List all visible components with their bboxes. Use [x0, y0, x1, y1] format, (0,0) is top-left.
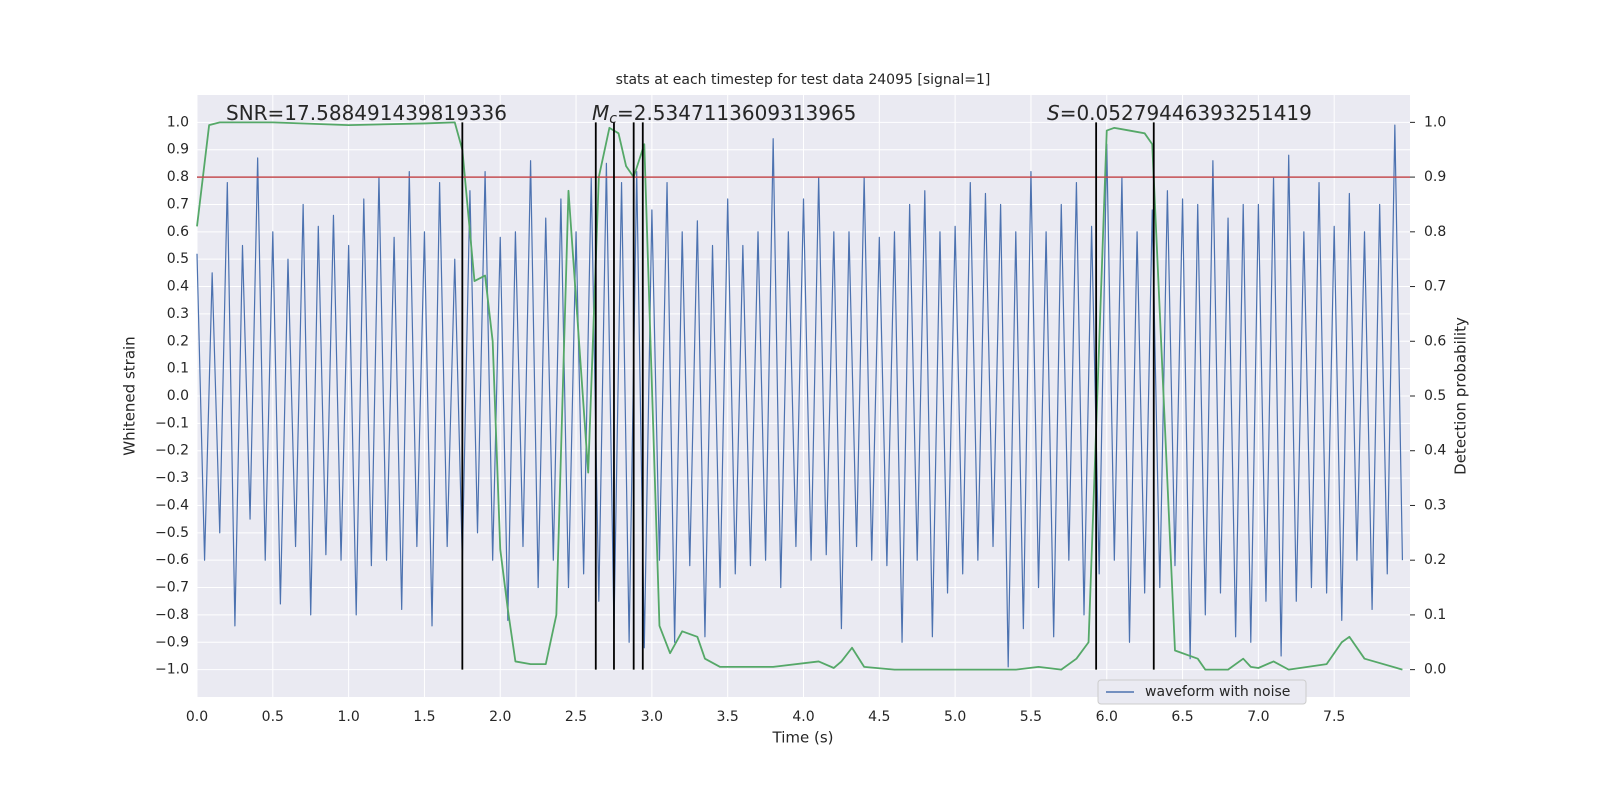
- annotation-subscript: c: [609, 111, 617, 127]
- annotation-text: SNR=17.588491439819336: [226, 101, 507, 125]
- legend-label: waveform with noise: [1145, 684, 1290, 700]
- y-tick-label: −1.0: [155, 662, 189, 678]
- annotation: S=0.05279446393251419: [1047, 101, 1312, 125]
- y2-tick-label: 0.1: [1424, 607, 1446, 623]
- legend-box: [1097, 679, 1307, 705]
- y-tick-label: −0.2: [155, 443, 189, 459]
- x-tick-label: 1.5: [413, 709, 435, 725]
- y-tick-label: −0.6: [155, 552, 189, 568]
- x-tick-label: 1.0: [337, 709, 359, 725]
- y2-tick-label: 0.8: [1424, 224, 1446, 240]
- annotation-text: =2.5347113609313965: [617, 101, 856, 125]
- x-tick-label: 6.0: [1096, 709, 1118, 725]
- y2-tick-label: 0.7: [1424, 279, 1446, 295]
- y-tick-label: −0.8: [155, 607, 189, 623]
- x-tick-label: 0.0: [186, 709, 208, 725]
- y-tick-label: 0.1: [167, 361, 189, 377]
- y-tick-label: −0.4: [155, 497, 189, 513]
- y2-tick-label: 0.2: [1424, 552, 1446, 568]
- x-tick-label: 5.0: [944, 709, 966, 725]
- x-tick-label: 7.0: [1247, 709, 1269, 725]
- y-tick-label: −0.3: [155, 470, 189, 486]
- y2-tick-label: 0.0: [1424, 662, 1446, 678]
- x-tick-label: 2.5: [565, 709, 587, 725]
- y2-tick-label: 0.9: [1424, 169, 1446, 185]
- y-tick-label: 0.2: [167, 333, 189, 349]
- x-tick-label: 5.5: [1020, 709, 1042, 725]
- y2-tick-label: 1.0: [1424, 114, 1446, 130]
- waveform-line: [196, 124, 1404, 668]
- y-tick-label: −0.5: [155, 525, 189, 541]
- y-tick-label: −0.7: [155, 580, 189, 596]
- x-tick-label: 4.5: [868, 709, 890, 725]
- y2-tick-label: 0.6: [1424, 333, 1446, 349]
- x-tick-label: 4.0: [792, 709, 814, 725]
- y-tick-label: 0.9: [167, 142, 189, 158]
- y2-axis-label: Detection probability: [1452, 317, 1470, 475]
- x-tick-label: 3.0: [641, 709, 663, 725]
- y2-tick-label: 0.5: [1424, 388, 1446, 404]
- y-axis-label: Whitened strain: [121, 336, 139, 455]
- y-tick-label: 0.3: [167, 306, 189, 322]
- y-tick-label: 0.5: [167, 251, 189, 267]
- probability-line: [196, 121, 1403, 671]
- y-tick-label: 0.8: [167, 169, 189, 185]
- x-tick-label: 3.5: [717, 709, 739, 725]
- annotation: SNR=17.588491439819336: [226, 101, 507, 125]
- x-tick-label: 0.5: [262, 709, 284, 725]
- chart-title: stats at each timestep for test data 240…: [616, 72, 991, 88]
- y-tick-label: 1.0: [167, 114, 189, 130]
- y-tick-label: 0.4: [167, 279, 189, 295]
- y2-tick-label: 0.4: [1424, 443, 1446, 459]
- x-tick-label: 7.5: [1323, 709, 1345, 725]
- y-tick-label: −0.1: [155, 415, 189, 431]
- y-tick-label: 0.7: [167, 196, 189, 212]
- annotation-symbol: M: [592, 101, 609, 125]
- y-tick-label: −0.9: [155, 634, 189, 650]
- y-tick-label: 0.6: [167, 224, 189, 240]
- y2-tick-label: 0.3: [1424, 497, 1446, 513]
- annotation: Mc=2.5347113609313965: [592, 101, 856, 128]
- x-axis-label: Time (s): [772, 729, 834, 747]
- y-tick-label: 0.0: [167, 388, 189, 404]
- x-tick-label: 2.0: [489, 709, 511, 725]
- x-tick-label: 6.5: [1171, 709, 1193, 725]
- annotation-text: =0.05279446393251419: [1060, 101, 1312, 125]
- annotation-symbol: S: [1047, 101, 1060, 125]
